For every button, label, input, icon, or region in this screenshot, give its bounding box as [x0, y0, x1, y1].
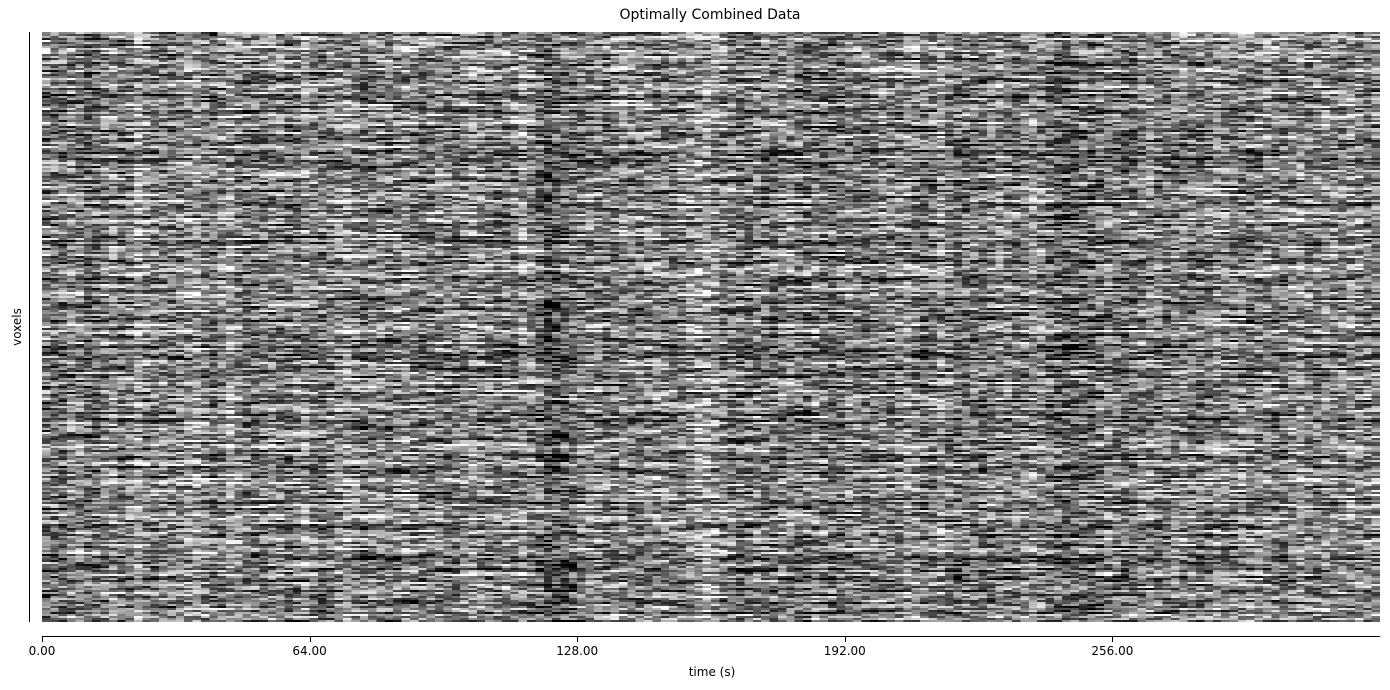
- x-tick-mark: [42, 637, 43, 642]
- y-axis-spine: [29, 32, 30, 622]
- x-tick-mark: [845, 637, 846, 642]
- x-tick-label: 256.00: [1091, 644, 1134, 658]
- voxel-timeseries-heatmap: [42, 32, 1380, 622]
- chart-title: Optimally Combined Data: [619, 7, 801, 23]
- x-tick-mark: [310, 637, 311, 642]
- y-axis-label: voxels: [10, 308, 24, 346]
- x-tick-label: 64.00: [292, 644, 327, 658]
- x-tick-label: 128.00: [556, 644, 599, 658]
- x-tick-label: 192.00: [823, 644, 866, 658]
- x-axis-label: time (s): [688, 665, 736, 679]
- x-axis-spine: [42, 636, 1380, 637]
- x-tick-mark: [577, 637, 578, 642]
- x-tick-mark: [1112, 637, 1113, 642]
- x-tick-label: 0.00: [28, 644, 56, 658]
